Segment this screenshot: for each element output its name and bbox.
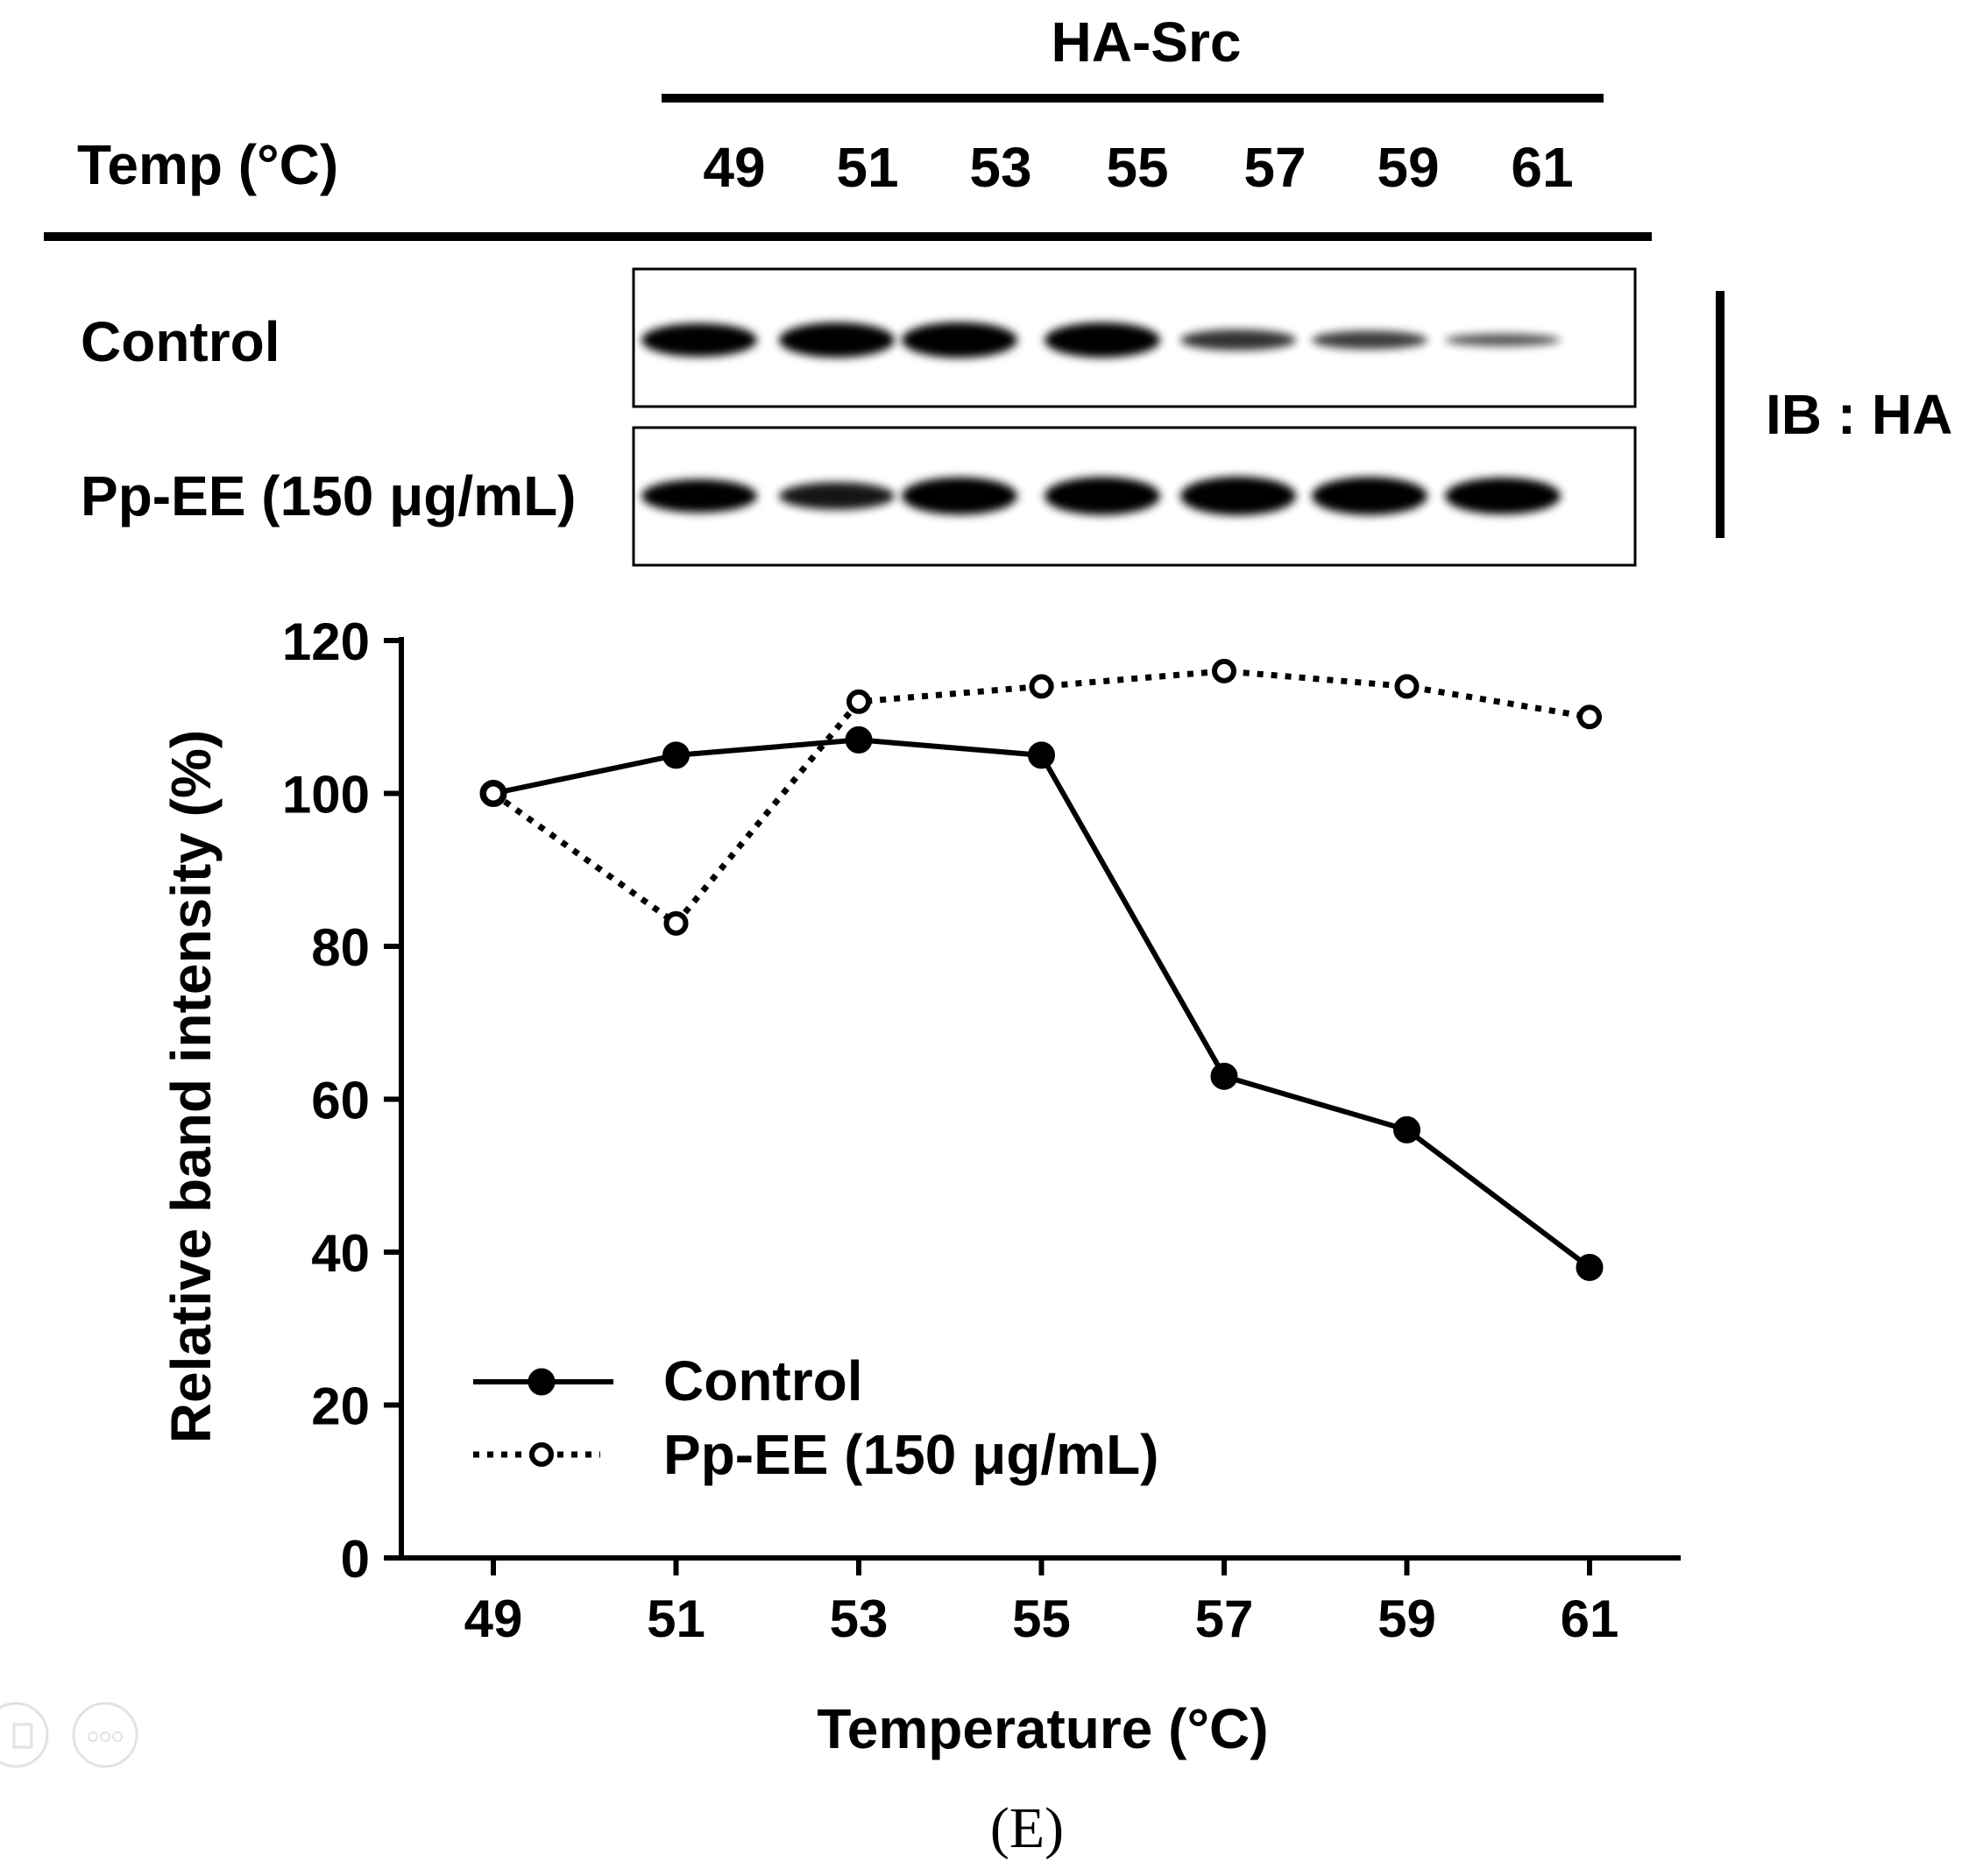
temp-label: 61 [1511, 136, 1573, 199]
x-axis-label: Temperature (°C) [817, 1697, 1268, 1760]
x-tick-label: 51 [647, 1589, 705, 1648]
point-control [845, 726, 873, 754]
blot-band [1312, 330, 1427, 350]
point-ppee [481, 781, 506, 806]
document-icon[interactable] [0, 1702, 49, 1768]
blot-band [1312, 477, 1427, 515]
y-axis-label: Relative band intensity (%) [159, 730, 223, 1443]
x-tick-label: 49 [464, 1589, 523, 1648]
point-control [1576, 1253, 1604, 1281]
y-tick-label: 20 [311, 1377, 370, 1436]
point-ppee [846, 689, 871, 714]
x-tick-label: 59 [1377, 1589, 1436, 1648]
blot-band [1045, 477, 1160, 515]
y-tick-label: 40 [311, 1224, 370, 1283]
blot-band [641, 478, 757, 513]
blot-band [1445, 478, 1561, 514]
panel-label: (E) [990, 1796, 1064, 1860]
temp-label: 53 [969, 136, 1031, 199]
y-axis: 0 20 40 60 80 100 120 [282, 612, 404, 1589]
legend-marker-ppee [529, 1442, 554, 1467]
series-line-ppee [491, 668, 1590, 927]
viewer-controls [0, 1702, 138, 1768]
temp-label: 57 [1243, 136, 1306, 199]
point-control [662, 741, 690, 769]
point-control [1028, 741, 1055, 769]
y-tick-label: 120 [282, 612, 370, 671]
x-tick-label: 61 [1561, 1589, 1619, 1648]
blot-band [1180, 329, 1296, 350]
blot-band [1180, 476, 1296, 516]
blot-band [902, 477, 1017, 515]
point-ppee [663, 910, 689, 936]
legend-label-ppee: Pp-EE (150 μg/mL) [663, 1423, 1158, 1486]
temp-labels: 49 51 53 55 57 59 61 [703, 136, 1573, 199]
x-tick-label: 57 [1195, 1589, 1254, 1648]
bands-control [641, 322, 1561, 358]
blot-row-label-control: Control [81, 310, 280, 373]
blot-band [641, 322, 757, 358]
blot-band [1045, 322, 1160, 358]
series-layer [479, 658, 1604, 1281]
point-control [1210, 1062, 1238, 1090]
blot-row-label-ppee: Pp-EE (150 μg/mL) [81, 464, 576, 527]
point-ppee [1029, 674, 1054, 699]
point-ppee [1577, 704, 1602, 730]
y-tick-label: 60 [311, 1072, 370, 1130]
point-ppee [1394, 674, 1420, 699]
line-chart: 0 20 40 60 80 100 120 49 51 53 55 57 59 61 Relative … [159, 612, 1681, 1760]
ib-label: IB : HA [1766, 383, 1952, 446]
legend-label-control: Control [663, 1349, 863, 1412]
x-tick-label: 55 [1012, 1589, 1071, 1648]
blot-rows: Control Pp-EE (150 μg/mL) IB : HA [81, 267, 1952, 567]
point-control [1393, 1115, 1420, 1143]
temp-label: 49 [703, 136, 765, 199]
ha-src-label: HA-Src [1052, 11, 1242, 74]
blot-band [779, 482, 895, 510]
legend: Control Pp-EE (150 μg/mL) [473, 1349, 1158, 1486]
temp-header: Temp (°C) [77, 133, 338, 196]
blot-band [779, 322, 895, 358]
temp-label: 59 [1377, 136, 1439, 199]
x-tick-label: 53 [830, 1589, 889, 1648]
y-tick-label: 100 [282, 766, 370, 825]
x-axis: 49 51 53 55 57 59 61 [399, 1555, 1681, 1648]
bands-ppee [641, 476, 1561, 516]
blot-band [902, 322, 1017, 358]
blot-header: HA-Src Temp (°C) 49 51 53 55 57 59 61 [44, 11, 1652, 241]
temp-label: 55 [1106, 136, 1168, 199]
blot-band [1445, 333, 1561, 347]
y-tick-label: 80 [311, 918, 370, 977]
y-tick-label: 0 [341, 1530, 370, 1589]
temp-label: 51 [836, 136, 898, 199]
point-ppee [1212, 658, 1236, 683]
legend-marker-control [528, 1368, 556, 1396]
more-options-icon[interactable] [72, 1702, 138, 1768]
series-line-control [492, 737, 1591, 1270]
